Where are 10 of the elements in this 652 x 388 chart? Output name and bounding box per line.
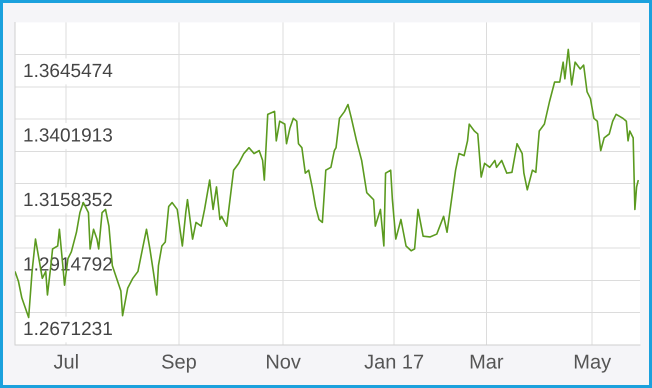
y-tick-label: 1.2671231 (23, 319, 113, 340)
x-tick-label: Sep (161, 352, 197, 374)
x-tick-label: May (573, 352, 612, 374)
y-tick-label: 1.3645474 (23, 61, 114, 82)
x-tick-label: Jan 17 (364, 352, 424, 374)
y-tick-label: 1.3158352 (23, 190, 113, 212)
x-tick-label: Mar (469, 352, 504, 374)
x-tick-label: Nov (265, 352, 301, 374)
x-tick-label: Jul (53, 352, 80, 374)
y-tick-label: 1.3401913 (23, 126, 113, 147)
